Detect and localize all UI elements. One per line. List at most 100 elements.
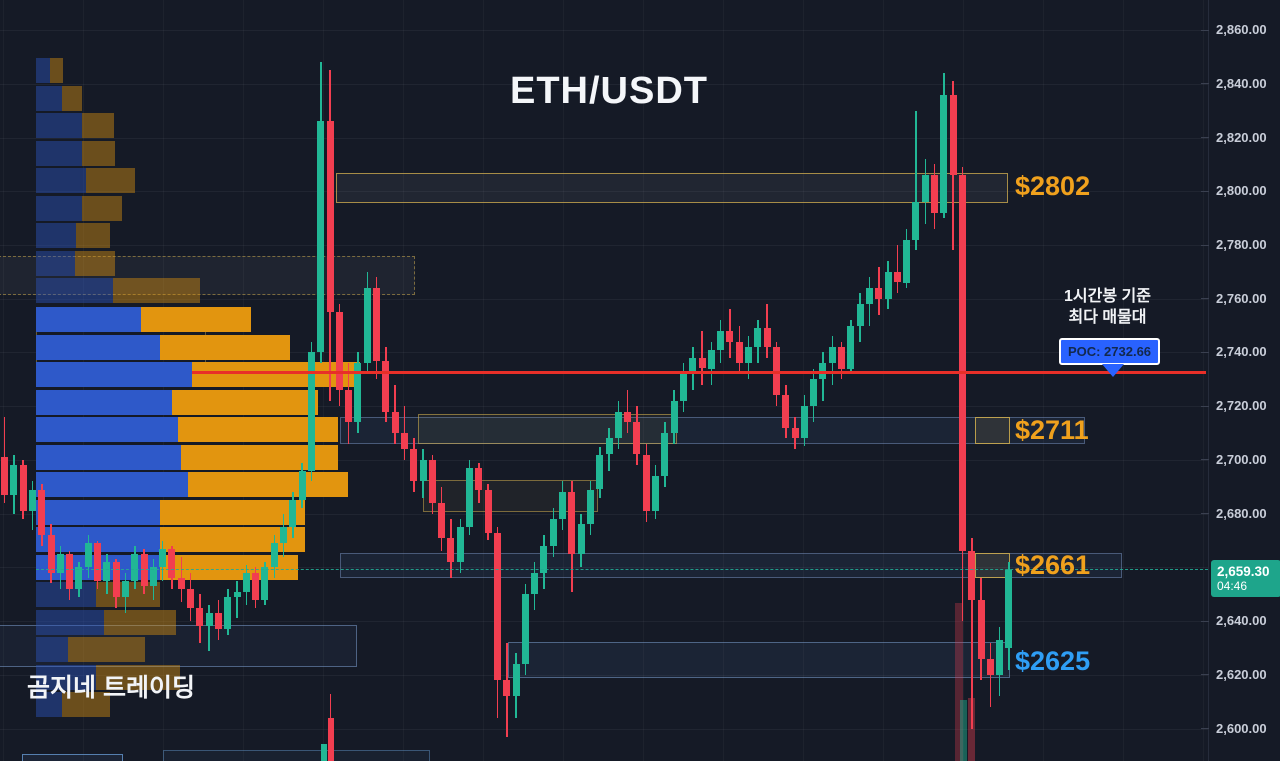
candle-up [466, 468, 473, 528]
axis-tick-label: 2,840.00 [1216, 75, 1267, 91]
grid-vline [1123, 0, 1124, 761]
axis-tick-label: 2,780.00 [1216, 237, 1267, 252]
price-axis[interactable]: 2,659.30 04:46 2,860.00 2,840.00 2,820.00 2… [1201, 0, 1280, 761]
grid-vline [403, 0, 404, 761]
candle-up [270, 543, 278, 568]
candle-up [242, 572, 250, 592]
level-label-2661[interactable]: $2661 [1015, 549, 1091, 580]
poc-pointer-arrow-icon [1102, 364, 1124, 377]
candle-down [66, 554, 74, 589]
candle-up [717, 330, 725, 350]
candle-down [893, 271, 901, 283]
volume-profile-bar-amber [82, 113, 114, 138]
ghost-bar [327, 718, 334, 761]
volume-profile-bar-amber [104, 609, 176, 635]
poc-price-tooltip[interactable]: POC: 2732.66 [1059, 338, 1160, 365]
candle-up [512, 664, 520, 697]
candle-up [810, 379, 818, 407]
axis-tick-label: 2,680.00 [1216, 505, 1267, 521]
candle-up [847, 325, 855, 369]
axis-tick-dash [1201, 190, 1209, 192]
candle-up [865, 288, 873, 305]
volume-profile-bar-amber [82, 195, 122, 221]
candle-up [28, 489, 36, 511]
candle-down [698, 357, 706, 369]
candle-up [10, 465, 18, 495]
current-price-badge: 2,659.30 04:46 [1211, 560, 1280, 597]
candle-up [559, 492, 566, 520]
candle-up [661, 433, 669, 476]
axis-tick-label: 2,760.00 [1216, 290, 1267, 306]
axis-tick-dash [1201, 620, 1209, 622]
grid-hline [0, 245, 1208, 246]
candle-down [391, 411, 399, 434]
candle-down [326, 121, 334, 313]
annotation-line-1: 1시간봉 기준 [1064, 288, 1151, 305]
axis-tick-label: 2,740.00 [1216, 344, 1267, 360]
box-bottom-2 [163, 750, 430, 761]
volume-profile-bar-blue [36, 362, 192, 387]
volume-profile-bar-blue [36, 664, 96, 690]
candle-up [307, 352, 315, 471]
axis-tick-label: 2,860.00 [1216, 22, 1267, 37]
candle-down [503, 680, 511, 697]
candle-down [447, 537, 455, 562]
volume-profile-bar-blue [36, 334, 160, 360]
candle-down [382, 360, 390, 412]
box-2711-small [975, 417, 1010, 444]
grid-vline [1203, 0, 1204, 761]
chart-plot-area[interactable]: ETH/USDT 곰지네 트레이딩 1시간봉 기준 최다 매물대 POC: 27… [0, 0, 1208, 761]
candle-down [633, 422, 641, 455]
candle-up [419, 459, 427, 482]
candle-up [289, 500, 297, 528]
candle-up [233, 591, 241, 597]
candle-down [38, 489, 46, 536]
candle-down [400, 433, 408, 450]
candle-down [791, 427, 799, 439]
candle-up [605, 438, 613, 455]
volume-profile-bar-amber [188, 472, 348, 497]
candle-up [56, 554, 64, 573]
candle-down [345, 390, 353, 423]
volume-profile-bar-amber [62, 85, 82, 111]
volume-profile-bar-amber [192, 362, 360, 387]
volume-profile-bar-blue [36, 582, 96, 607]
candle-up [940, 94, 948, 213]
axis-tick-label: 2,820.00 [1216, 129, 1267, 145]
volume-profile-bar-blue [36, 113, 82, 138]
level-label-2711[interactable]: $2711 [1015, 415, 1089, 446]
candle-down [763, 328, 771, 348]
candle-up [224, 597, 232, 630]
grid-hline [0, 459, 1208, 461]
volume-profile-bar-amber [50, 58, 63, 83]
candle-up [996, 639, 1004, 675]
candle-up [540, 545, 548, 573]
axis-tick-dash [1201, 298, 1209, 300]
candle-up [577, 524, 585, 554]
candle-up [1005, 570, 1013, 648]
grid-hline [0, 621, 1208, 623]
axis-tick-label: 2,620.00 [1216, 666, 1267, 682]
watermark-text: 곰지네 트레이딩 [27, 674, 195, 702]
candle-up [596, 454, 604, 490]
level-label-2802[interactable]: $2802 [1015, 170, 1091, 201]
candle-up [549, 519, 557, 546]
candle-down [373, 288, 380, 361]
candle-down [112, 562, 120, 597]
candle-up [707, 349, 715, 369]
grid-hline [0, 137, 1208, 139]
candle-down [931, 175, 938, 213]
candle-down [438, 502, 446, 538]
axis-tick-label: 2,720.00 [1216, 398, 1267, 414]
level-label-2625[interactable]: $2625 [1015, 646, 1091, 677]
grid-hline [0, 298, 1208, 300]
candle-wick-down [701, 330, 703, 385]
candle-up [614, 411, 622, 439]
grid-hline [0, 728, 1208, 730]
candle-up [280, 527, 287, 544]
candle-down [958, 175, 966, 552]
candle-down [568, 492, 576, 554]
candle-up [754, 328, 762, 348]
candle-down [986, 658, 994, 675]
